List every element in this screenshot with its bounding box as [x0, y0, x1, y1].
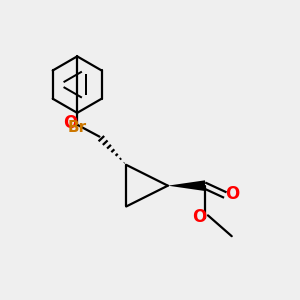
Text: O: O [226, 185, 240, 203]
Text: Br: Br [68, 120, 87, 135]
Text: O: O [192, 208, 206, 226]
Polygon shape [168, 180, 205, 191]
Text: O: O [64, 114, 78, 132]
